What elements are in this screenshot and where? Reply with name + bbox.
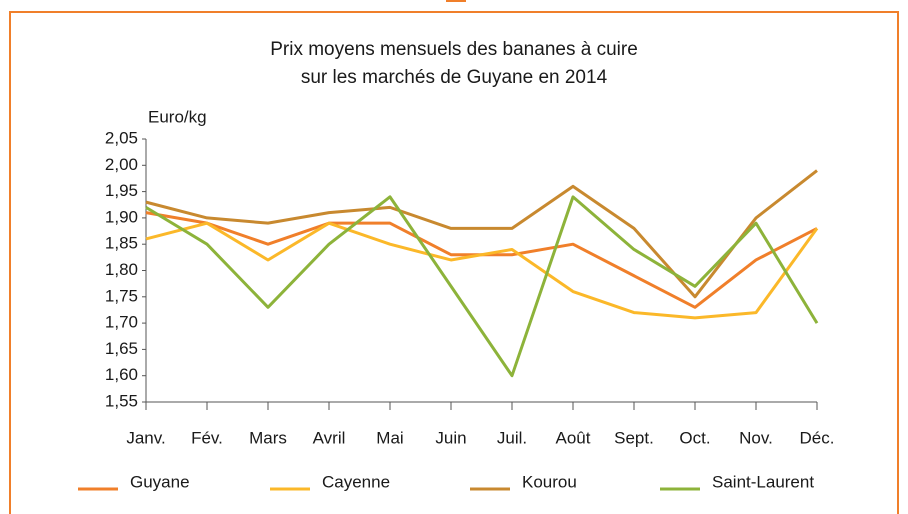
x-tick-label: Oct. [679, 428, 710, 447]
x-tick-label: Fév. [191, 428, 223, 447]
x-tick-label: Janv. [126, 428, 165, 447]
y-tick-label: 2,05 [105, 128, 138, 147]
y-tick-label: 1,90 [105, 207, 138, 226]
y-tick-label: 1,75 [105, 286, 138, 305]
y-tick-label: 1,60 [105, 365, 138, 384]
y-tick-label: 2,00 [105, 155, 138, 174]
x-tick-label: Avril [313, 428, 346, 447]
x-tick-label: Août [556, 428, 591, 447]
series-line [145, 169, 818, 299]
y-tick-label: 1,95 [105, 181, 138, 200]
x-tick-label: Juin [435, 428, 466, 447]
y-tick-label: 1,80 [105, 260, 138, 279]
chart-title: Prix moyens mensuels des bananes à cuire [270, 39, 638, 60]
x-tick-label: Juil. [497, 428, 527, 447]
chart-title: sur les marchés de Guyane en 2014 [301, 67, 608, 88]
y-tick-label: 1,70 [105, 313, 138, 332]
legend-label: Cayenne [322, 472, 390, 491]
legend-label: Kourou [522, 472, 577, 491]
series-line [145, 195, 819, 378]
series-line [145, 211, 818, 309]
y-axis-label: Euro/kg [148, 107, 207, 126]
x-tick-label: Déc. [800, 428, 835, 447]
legend-label: Guyane [130, 472, 190, 491]
x-tick-label: Nov. [739, 428, 773, 447]
x-tick-label: Mars [249, 428, 287, 447]
y-tick-label: 1,65 [105, 339, 138, 358]
y-tick-label: 1,85 [105, 234, 138, 253]
legend-label: Saint-Laurent [712, 472, 814, 491]
x-tick-label: Mai [376, 428, 403, 447]
series-line [145, 221, 819, 320]
frame [9, 11, 899, 514]
x-tick-label: Sept. [614, 428, 654, 447]
y-tick-label: 1,55 [105, 391, 138, 410]
